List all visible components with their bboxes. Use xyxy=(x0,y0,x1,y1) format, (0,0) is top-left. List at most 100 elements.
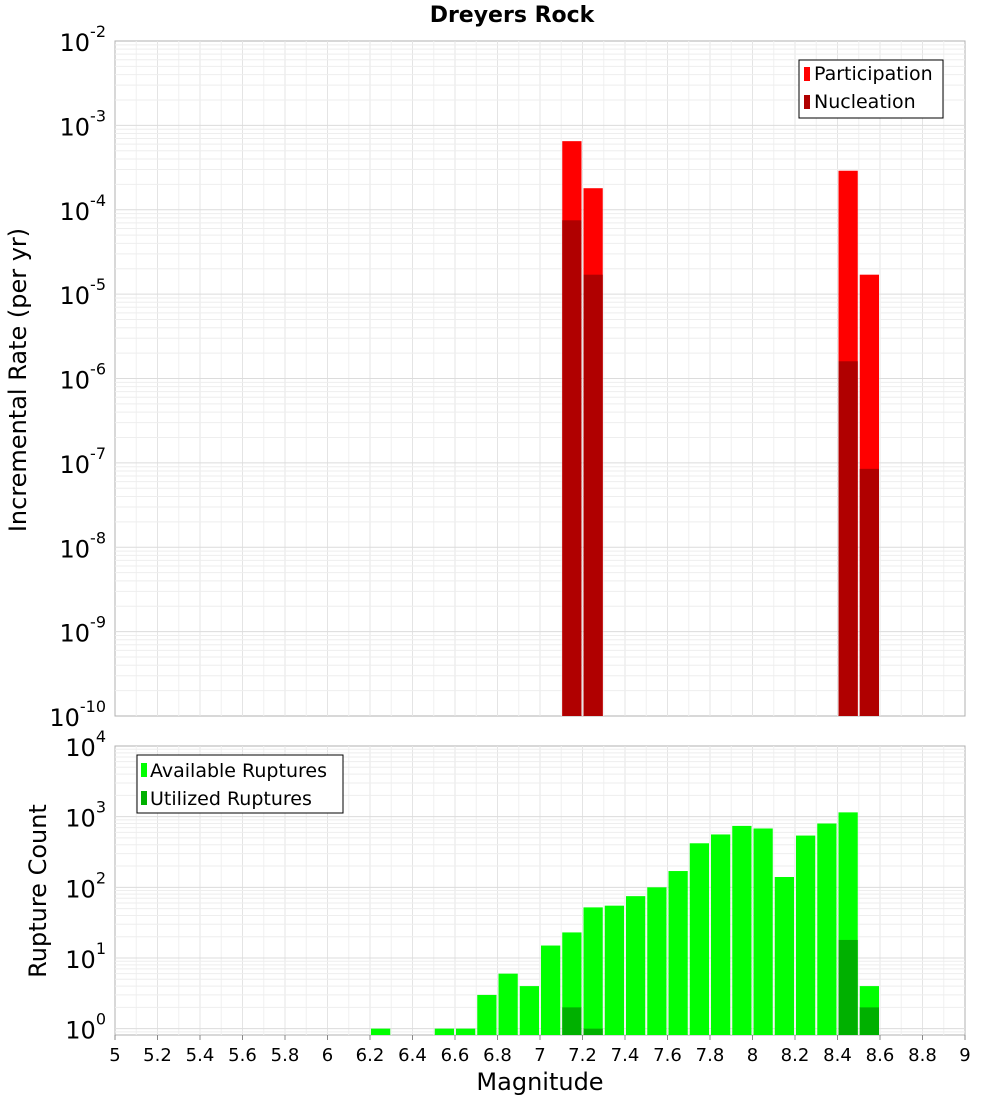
y-tick-base: 10 xyxy=(60,198,91,226)
count-y-tick-label: 101 xyxy=(65,939,106,974)
count-bar-a xyxy=(647,887,667,1035)
count-bar-a xyxy=(668,871,688,1035)
chart-title: Dreyers Rock xyxy=(430,3,596,28)
count-bar-a xyxy=(477,994,497,1035)
x-tick-label: 9 xyxy=(959,1045,970,1066)
y-tick-exponent: -8 xyxy=(90,528,106,547)
rate-bar-b xyxy=(562,220,582,717)
rate-y-tick-label: 10-8 xyxy=(60,528,107,563)
count-bar-a xyxy=(519,986,539,1035)
rate-y-tick-label: 10-10 xyxy=(49,697,106,732)
y-tick-base: 10 xyxy=(60,367,91,395)
x-tick-label: 7.4 xyxy=(611,1045,640,1066)
rate-y-tick-label: 10-7 xyxy=(60,444,107,479)
legend-swatch-available xyxy=(141,763,147,777)
y-tick-exponent: -10 xyxy=(80,697,106,716)
legend-swatch-utilized xyxy=(141,791,147,805)
count-bar-a xyxy=(498,973,518,1035)
x-tick-label: 7.8 xyxy=(696,1045,725,1066)
rate-y-axis-label: Incremental Rate (per yr) xyxy=(4,228,32,532)
y-tick-base: 10 xyxy=(65,946,96,974)
count-bar-a xyxy=(456,1028,476,1035)
y-tick-exponent: 0 xyxy=(96,1010,106,1029)
y-tick-exponent: -2 xyxy=(90,22,106,41)
rate-y-tick-label: 10-3 xyxy=(60,106,107,141)
count-y-tick-label: 104 xyxy=(65,727,106,762)
x-tick-label: 8.2 xyxy=(781,1045,810,1066)
y-tick-base: 10 xyxy=(65,1017,96,1045)
y-tick-base: 10 xyxy=(60,29,91,57)
legend-swatch-participation xyxy=(804,67,810,81)
y-tick-exponent: 2 xyxy=(96,868,106,887)
legend-swatch-nucleation xyxy=(804,95,810,109)
rate-legend: Participation Nucleation xyxy=(798,59,944,119)
rate-y-tick-label: 10-5 xyxy=(60,275,107,310)
x-tick-label: 6.8 xyxy=(483,1045,512,1066)
x-tick-label: 5.4 xyxy=(186,1045,215,1066)
y-tick-exponent: -3 xyxy=(90,106,106,125)
count-legend: Available Ruptures Utilized Ruptures xyxy=(136,754,344,814)
count-bar-a xyxy=(732,825,752,1035)
rate-bars xyxy=(562,141,879,717)
x-tick-label: 8.4 xyxy=(823,1045,852,1066)
count-y-tick-label: 100 xyxy=(65,1010,106,1045)
rate-y-tick-label: 10-4 xyxy=(60,191,107,226)
y-tick-base: 10 xyxy=(65,805,96,833)
legend-label-utilized: Utilized Ruptures xyxy=(150,788,312,810)
count-bar-a xyxy=(434,1028,454,1035)
y-tick-exponent: 3 xyxy=(96,798,106,817)
y-tick-exponent: -4 xyxy=(90,191,106,210)
x-tick-label: 7.2 xyxy=(568,1045,597,1066)
y-tick-exponent: -9 xyxy=(90,613,106,632)
count-bar-b xyxy=(838,939,858,1035)
rate-y-tick-label: 10-6 xyxy=(60,360,107,395)
count-bar-b xyxy=(859,1007,879,1035)
count-legend-box xyxy=(136,754,344,814)
y-tick-base: 10 xyxy=(65,734,96,762)
x-tick-label: 5.2 xyxy=(143,1045,172,1066)
count-bar-a xyxy=(796,835,816,1035)
count-y-tick-label: 103 xyxy=(65,798,106,833)
y-tick-base: 10 xyxy=(60,535,91,563)
count-bar-a xyxy=(626,896,646,1035)
count-bar-a xyxy=(753,828,773,1035)
x-tick-label: 5 xyxy=(109,1045,120,1066)
legend-label-available: Available Ruptures xyxy=(150,760,327,782)
rate-y-tick-label: 10-2 xyxy=(60,22,107,57)
y-tick-exponent: -5 xyxy=(90,275,106,294)
y-tick-base: 10 xyxy=(60,620,91,648)
count-bar-a xyxy=(817,823,837,1035)
count-bars xyxy=(371,812,879,1035)
x-tick-label: 6.2 xyxy=(356,1045,385,1066)
count-bar-b xyxy=(562,1007,582,1035)
count-bar-a xyxy=(774,876,794,1035)
legend-label-nucleation: Nucleation xyxy=(814,91,916,113)
count-y-axis-label: Rupture Count xyxy=(24,804,52,978)
rate-bar-b xyxy=(838,361,858,716)
x-tick-label: 5.8 xyxy=(271,1045,300,1066)
y-tick-base: 10 xyxy=(49,704,80,732)
count-y-tick-label: 102 xyxy=(65,868,106,903)
count-bar-a xyxy=(541,945,561,1035)
rate-grid xyxy=(115,41,965,716)
rate-bar-b xyxy=(859,468,879,716)
y-tick-exponent: 1 xyxy=(96,939,106,958)
count-bar-a xyxy=(371,1028,391,1035)
rate-legend-box xyxy=(798,59,944,119)
y-tick-exponent: -6 xyxy=(90,360,106,379)
x-tick-label: 6.6 xyxy=(441,1045,470,1066)
x-tick-label: 8 xyxy=(747,1045,758,1066)
count-bar-a xyxy=(604,905,624,1035)
y-tick-base: 10 xyxy=(60,113,91,141)
y-tick-base: 10 xyxy=(60,451,91,479)
x-tick-label: 6.4 xyxy=(398,1045,427,1066)
magnitude-x-ticks: 5 5.2 5.4 5.6 5.8 6 6.2 6.4 6.6 6.8 7 7.2 7.4 7.6 7.8 8… xyxy=(109,1035,971,1066)
count-bar-a xyxy=(583,907,603,1035)
x-tick-label: 7 xyxy=(534,1045,545,1066)
legend-label-participation: Participation xyxy=(814,63,933,85)
